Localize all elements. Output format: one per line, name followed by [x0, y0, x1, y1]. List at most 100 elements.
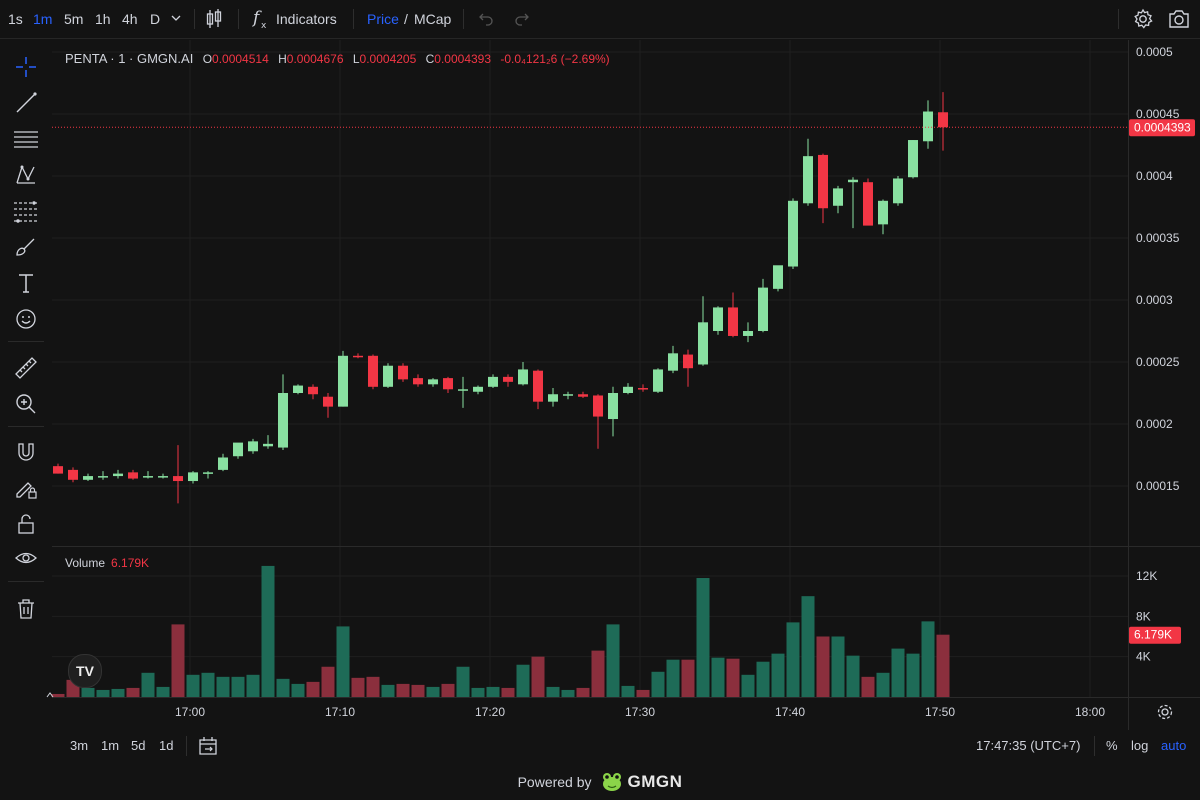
lock-drawing-pencil-icon[interactable] — [12, 474, 40, 502]
redo-icon[interactable] — [514, 11, 530, 30]
volume-bar — [936, 634, 950, 697]
emoji-icon[interactable] — [12, 305, 40, 333]
candle-body — [368, 355, 378, 387]
interval-d[interactable]: D — [150, 11, 161, 27]
interval-4h[interactable]: 4h — [122, 11, 138, 27]
time-tick-label: 17:30 — [625, 705, 655, 719]
auto-toggle[interactable]: auto — [1161, 738, 1187, 753]
volume-bar — [681, 659, 695, 697]
volume-bar — [336, 626, 350, 697]
eye-icon[interactable] — [12, 544, 40, 572]
volume-bars — [51, 565, 950, 697]
ohlc-legend: PENTA · 1 · GMGN.AI O0.0004514 H0.000467… — [65, 51, 616, 66]
candle-body — [308, 386, 318, 395]
volume-tick-label: 4K — [1136, 650, 1151, 664]
percent-toggle[interactable]: % — [1106, 738, 1118, 753]
pattern-icon[interactable] — [12, 161, 40, 189]
candle-body — [788, 200, 798, 267]
scroll-left-chevron-icon — [46, 692, 54, 698]
price-tick-label: 0.00045 — [1136, 107, 1180, 121]
candle-body — [653, 369, 663, 392]
close-value: 0.0004393 — [434, 52, 492, 66]
candle-body — [278, 393, 288, 448]
toolbar-separator — [8, 581, 44, 582]
chevron-down-icon[interactable] — [170, 11, 182, 27]
fib-retracement-icon[interactable] — [12, 197, 40, 225]
last-price-label: 0.0004393 — [1134, 120, 1191, 134]
volume-bar — [876, 672, 890, 697]
zoom-in-icon[interactable] — [12, 390, 40, 418]
volume-bar — [351, 677, 365, 697]
tradingview-logo[interactable]: TV — [68, 654, 102, 688]
calendar-range-icon[interactable] — [197, 735, 219, 760]
mcap-toggle[interactable]: MCap — [414, 11, 452, 27]
price-chart[interactable]: 17:00 17:10 17:20 17:30 17:40 17:50 18:00 0.000… — [0, 0, 1200, 730]
magnet-icon[interactable] — [12, 438, 40, 466]
undo-icon[interactable] — [478, 11, 494, 30]
unlock-icon[interactable] — [12, 510, 40, 538]
candle-body — [938, 112, 948, 128]
gmgn-brand: GMGN — [627, 772, 683, 791]
range-1m[interactable]: 1m — [101, 738, 120, 753]
interval-5m[interactable]: 5m — [64, 11, 84, 27]
indicators-button[interactable]: Indicators — [276, 11, 337, 27]
axis-settings-gear-icon[interactable] — [1157, 704, 1173, 720]
text-tool-icon[interactable] — [12, 269, 40, 297]
volume-bar — [786, 622, 800, 697]
candle-body — [113, 473, 123, 477]
candle-body — [878, 200, 888, 225]
brush-icon[interactable] — [12, 233, 40, 261]
volume-bar — [141, 672, 155, 697]
candle-body — [98, 476, 108, 478]
range-1d[interactable]: 1d — [159, 738, 174, 753]
last-volume-label: 6.179K — [1134, 628, 1172, 642]
candle-body — [338, 355, 348, 407]
candle-body — [503, 376, 513, 382]
volume-bar — [771, 653, 785, 697]
camera-icon[interactable] — [1168, 8, 1190, 33]
candle-body — [533, 370, 543, 402]
ruler-icon[interactable] — [12, 354, 40, 382]
trash-icon[interactable] — [12, 595, 40, 623]
candle-body — [263, 443, 273, 447]
range-5d[interactable]: 5d — [131, 738, 146, 753]
interval-1s[interactable]: 1s — [8, 11, 23, 27]
time-tick-label: 18:00 — [1075, 705, 1105, 719]
volume-bar — [156, 686, 170, 697]
price-tick-label: 0.00025 — [1136, 355, 1180, 369]
time-tick-label: 17:00 — [175, 705, 205, 719]
volume-bar — [396, 683, 410, 697]
volume-bar — [711, 657, 725, 697]
interval-1m[interactable]: 1m — [33, 11, 53, 27]
range-3m[interactable]: 3m — [70, 738, 89, 753]
volume-bar — [696, 578, 710, 697]
candle-body — [323, 396, 333, 407]
crosshair-icon[interactable] — [12, 53, 40, 81]
trend-line-icon[interactable] — [12, 89, 40, 117]
volume-bar — [831, 636, 845, 697]
candle-body — [638, 388, 648, 390]
last-price-badge — [1129, 119, 1195, 137]
log-toggle[interactable]: log — [1131, 738, 1149, 753]
candlestick-chart-type-icon[interactable] — [205, 8, 223, 33]
volume-bar — [111, 688, 125, 697]
price-tick-label: 0.00035 — [1136, 231, 1180, 245]
volume-value: 6.179K — [111, 556, 150, 570]
timezone-clock[interactable]: 17:47:35 (UTC+7) — [976, 738, 1081, 753]
price-toggle[interactable]: Price — [367, 11, 399, 27]
volume-bar — [666, 659, 680, 697]
price-tick-label: 0.00015 — [1136, 479, 1180, 493]
volume-bar — [531, 656, 545, 697]
candle-body — [188, 472, 198, 482]
gear-icon[interactable] — [1132, 8, 1154, 33]
candle-body — [818, 154, 828, 209]
horizontal-lines-icon[interactable] — [12, 125, 40, 153]
volume-bar — [411, 684, 425, 697]
bottom-separator — [1094, 736, 1095, 756]
toolbar-divider — [0, 38, 1200, 39]
interval-1h[interactable]: 1h — [95, 11, 111, 27]
volume-bar — [606, 624, 620, 697]
time-tick-label: 17:50 — [925, 705, 955, 719]
